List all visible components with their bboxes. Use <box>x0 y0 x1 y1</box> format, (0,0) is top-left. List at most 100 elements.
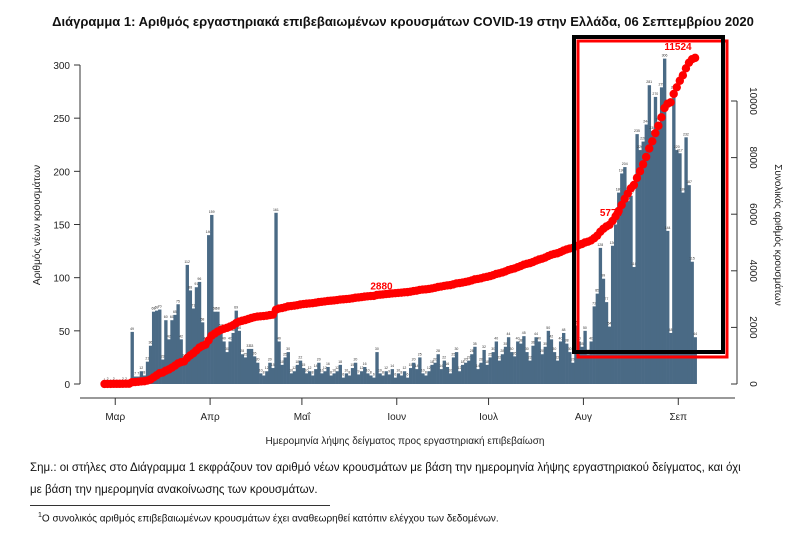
bar-label: 30 <box>525 347 529 351</box>
bar-label: 25 <box>418 352 422 356</box>
bar <box>574 325 578 384</box>
bar <box>525 352 529 384</box>
bar <box>249 348 254 384</box>
bar <box>283 357 287 384</box>
bar <box>418 357 422 384</box>
bar-label: 180 <box>680 188 686 192</box>
bar-label: 45 <box>522 331 526 335</box>
bar-label: 33 <box>249 344 253 348</box>
bar <box>203 341 208 384</box>
bar-label: 306 <box>662 54 668 58</box>
bar-label: 8 <box>143 370 145 374</box>
bar-label: 161 <box>273 208 279 212</box>
bar-label: 33 <box>246 344 250 348</box>
bar <box>427 371 431 384</box>
bar <box>497 360 502 384</box>
bar <box>280 364 284 384</box>
bar-label: 130 <box>610 241 616 245</box>
bar-label: 12 <box>335 366 339 370</box>
bar <box>262 375 266 384</box>
bar-label: 12 <box>402 366 406 370</box>
bar <box>243 357 248 384</box>
bar-label: 6 <box>394 373 396 377</box>
bar-label: 12 <box>384 366 388 370</box>
bar-label: 16 <box>326 362 330 366</box>
bar-label: 15 <box>350 363 354 367</box>
bar-label: 12 <box>360 366 364 370</box>
bar <box>467 360 471 384</box>
bar-label: 68 <box>152 307 156 311</box>
bar <box>323 371 327 384</box>
bar <box>623 167 627 384</box>
bar <box>375 352 379 384</box>
bar <box>442 360 447 384</box>
bar <box>286 352 290 384</box>
bar <box>620 173 624 384</box>
bar-label: 18 <box>338 360 342 364</box>
bar-label: 68 <box>216 307 220 311</box>
bar-label: 232 <box>683 132 689 136</box>
bar-label: 70 <box>158 305 162 309</box>
bar-label: 10 <box>396 368 400 372</box>
bar-label: 28 <box>470 349 474 353</box>
bar <box>173 314 177 384</box>
bar <box>534 337 538 384</box>
bar <box>540 354 544 384</box>
bar-label: 26 <box>513 351 517 355</box>
bar-label: 244 <box>643 120 649 124</box>
bar-label: 8 <box>425 370 427 374</box>
bar-label: 8 <box>330 370 332 374</box>
bar <box>308 371 312 384</box>
bar <box>457 371 462 384</box>
bar <box>240 354 245 384</box>
bar <box>451 357 456 384</box>
bar <box>194 287 199 384</box>
bar-label: 20 <box>268 358 272 362</box>
bar <box>675 150 679 384</box>
bar-label: 91 <box>194 282 198 286</box>
bar <box>213 311 217 384</box>
bar-label: 40 <box>222 336 226 340</box>
bar <box>519 343 523 384</box>
cumulative-point <box>638 160 648 169</box>
cumulative-point <box>635 167 645 176</box>
bar <box>687 185 691 384</box>
bar <box>461 364 465 384</box>
bar-label: 220 <box>637 145 643 149</box>
bar-label: 22 <box>555 356 559 360</box>
bar-label: 71 <box>191 304 195 308</box>
bar <box>436 354 440 384</box>
bar <box>662 58 667 385</box>
bar-label: 36 <box>531 341 535 345</box>
footnote-mark: 1 <box>38 512 42 519</box>
bar-label: 6 <box>342 373 344 377</box>
bar <box>577 341 581 384</box>
bar-label: 30 <box>491 347 495 351</box>
bar <box>562 332 566 384</box>
bar-label: 187 <box>686 180 692 184</box>
bar-label: 99 <box>601 274 605 278</box>
bar <box>155 310 159 384</box>
bar-label: 18 <box>430 360 434 364</box>
bar <box>546 330 551 384</box>
bar <box>402 371 407 384</box>
bar-label: 26 <box>253 351 257 355</box>
x-tick-label: Μαΐ <box>294 411 311 423</box>
bar-label: 281 <box>646 80 652 84</box>
bar-label: 20 <box>433 358 437 362</box>
bar-label: 35 <box>580 342 584 346</box>
bar-label: 10 <box>448 368 452 372</box>
cumulative-annotation: 11524 <box>664 42 692 53</box>
bar-label: 69 <box>155 306 159 310</box>
bar-label: 10 <box>421 368 425 372</box>
bar-label: 42 <box>179 334 183 338</box>
bar-label: 28 <box>240 349 244 353</box>
bar <box>311 375 315 384</box>
bar-label: 20 <box>256 358 260 362</box>
bar <box>537 341 541 384</box>
bar-label: 32 <box>482 345 486 349</box>
bar-label: 22 <box>528 356 532 360</box>
bar-label: 58 <box>200 317 204 321</box>
bar-label: 40 <box>228 336 232 340</box>
bar-label: 12 <box>265 366 269 370</box>
